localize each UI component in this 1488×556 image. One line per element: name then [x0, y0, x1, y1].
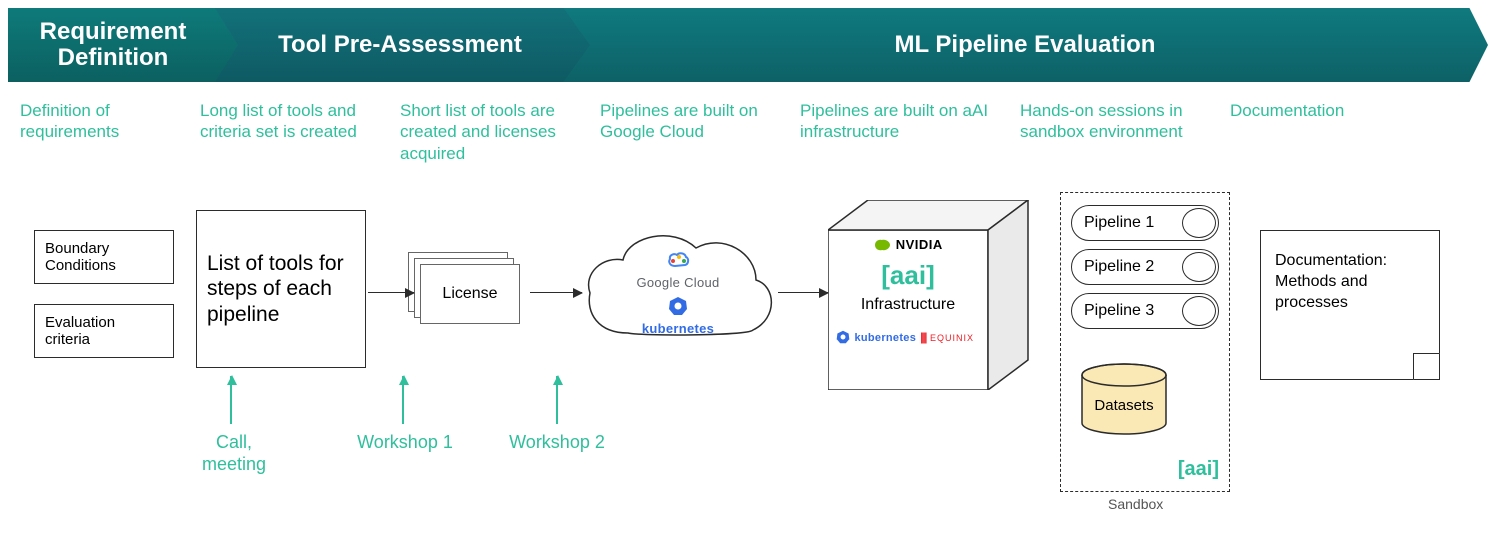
- box-evaluation-criteria: Evaluation criteria: [34, 304, 174, 358]
- equinix-text: EQUINIX: [930, 333, 974, 343]
- cloud-google-cloud: Google Cloud kubernetes: [578, 218, 778, 368]
- arrow-list-to-license: [368, 292, 414, 293]
- label-call-meeting: Call, meeting: [194, 432, 274, 475]
- pipe-label: Pipeline 3: [1084, 302, 1154, 320]
- documentation-text: Documentation: Methods and processes: [1275, 252, 1387, 311]
- sub-definition: Definition of requirements: [20, 100, 190, 164]
- license-label: License: [442, 285, 497, 303]
- cube-icon: [828, 200, 1038, 390]
- arrow-workshop-2: [556, 376, 558, 424]
- box-boundary-conditions: Boundary Conditions: [34, 230, 174, 284]
- sandbox-label: Sandbox: [1108, 496, 1163, 512]
- sub-google-cloud: Pipelines are built on Google Cloud: [600, 100, 790, 164]
- kubernetes-text-2: kubernetes: [854, 332, 916, 344]
- stage-label: Tool Pre-Assessment: [278, 31, 522, 59]
- box-label: Boundary Conditions: [45, 240, 163, 274]
- cloud-icon: [578, 218, 778, 368]
- sub-aai-infra: Pipelines are built on aAI infrastructur…: [800, 100, 1010, 164]
- stage-subtitles: Definition of requirements Long list of …: [20, 100, 1468, 164]
- arrow-workshop-1: [402, 376, 404, 424]
- google-cloud-logo: Google Cloud: [578, 250, 778, 290]
- kubernetes-logo-2: kubernetes: [836, 328, 916, 346]
- stage-label: Requirement Definition: [8, 19, 218, 72]
- stage-tool-pre-assessment: Tool Pre-Assessment: [210, 8, 590, 82]
- label-workshop-2: Workshop 2: [502, 432, 612, 454]
- arrow-license-to-cloud: [530, 292, 582, 293]
- sub-shortlist: Short list of tools are created and lice…: [400, 100, 590, 164]
- arrow-cloud-to-cube: [778, 292, 828, 293]
- sub-sandbox: Hands-on sessions in sandbox environment: [1020, 100, 1220, 164]
- google-cloud-icon: [665, 250, 691, 270]
- aai-logo: [aai]: [828, 260, 988, 291]
- equinix-logo: ||||| EQUINIX: [920, 328, 974, 346]
- stage-ml-pipeline-evaluation: ML Pipeline Evaluation: [562, 8, 1488, 82]
- datasets-label: Datasets: [1079, 397, 1169, 414]
- google-cloud-text: Google Cloud: [578, 275, 778, 290]
- pipe-label: Pipeline 1: [1084, 214, 1154, 232]
- arrow-call-meeting: [230, 376, 232, 424]
- license-pages-icon: License: [408, 252, 518, 322]
- infrastructure-label: Infrastructure: [828, 296, 988, 314]
- box-label: List of tools for steps of each pipeline: [207, 251, 355, 327]
- infrastructure-cube: NVIDIA [aai] Infrastructure kubernetes |…: [828, 200, 1038, 390]
- kubernetes-logo: kubernetes: [578, 296, 778, 336]
- nvidia-text: NVIDIA: [896, 237, 943, 252]
- sub-documentation: Documentation: [1230, 100, 1410, 164]
- documentation-page: Documentation: Methods and processes: [1260, 230, 1440, 380]
- aai-logo-mini: [aai]: [1178, 458, 1219, 481]
- pipeline-1: Pipeline 1: [1071, 205, 1219, 241]
- sandbox-container: Pipeline 1 Pipeline 2 Pipeline 3 Dataset…: [1060, 192, 1230, 492]
- sub-longlist: Long list of tools and criteria set is c…: [200, 100, 390, 164]
- kubernetes-icon: [668, 296, 688, 316]
- kubernetes-icon: [836, 330, 850, 344]
- process-header: Requirement Definition Tool Pre-Assessme…: [8, 8, 1488, 82]
- kubernetes-text: kubernetes: [578, 321, 778, 336]
- box-list-of-tools: List of tools for steps of each pipeline: [196, 210, 366, 368]
- nvidia-logo: NVIDIA: [828, 236, 988, 254]
- pipeline-3: Pipeline 3: [1071, 293, 1219, 329]
- stage-requirement-definition: Requirement Definition: [8, 8, 238, 82]
- stage-label: ML Pipeline Evaluation: [895, 31, 1156, 59]
- box-label: Evaluation criteria: [45, 314, 163, 348]
- datasets-cylinder: Datasets: [1079, 363, 1169, 435]
- pipeline-2: Pipeline 2: [1071, 249, 1219, 285]
- diagram-canvas: Boundary Conditions Evaluation criteria …: [20, 200, 1468, 546]
- label-workshop-1: Workshop 1: [350, 432, 460, 454]
- equinix-icon: |||||: [920, 330, 926, 344]
- nvidia-icon: [873, 238, 891, 252]
- pipe-label: Pipeline 2: [1084, 258, 1154, 276]
